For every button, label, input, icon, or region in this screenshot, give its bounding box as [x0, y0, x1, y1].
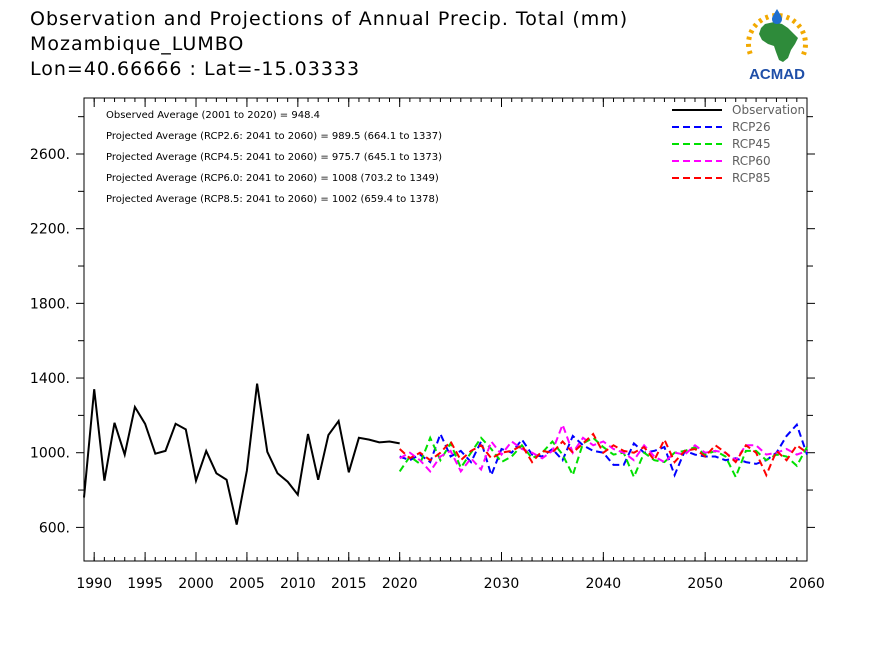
- station-name: Mozambique_LUMBO: [30, 33, 245, 55]
- series-line-rcp26: [399, 422, 808, 479]
- average-annotation: Projected Average (RCP4.5: 2041 to 2060)…: [106, 152, 442, 163]
- sun-ray: [757, 17, 764, 24]
- x-tick-label: 2010: [280, 576, 316, 592]
- sun-ray: [748, 29, 755, 34]
- y-tick-label: 1800.: [30, 296, 70, 312]
- x-tick-label: 1990: [76, 576, 112, 592]
- x-minor-ticks: [83, 98, 808, 561]
- sun-ray: [796, 23, 803, 29]
- legend-label: RCP85: [732, 171, 771, 185]
- sun-ray: [764, 14, 770, 21]
- x-tick-label: 2005: [229, 576, 265, 592]
- x-tick-label: 2020: [382, 576, 418, 592]
- sun-ray: [746, 50, 753, 55]
- legend-label: RCP26: [732, 120, 771, 134]
- station-coordinates: Lon=40.66666 : Lat=-15.03333: [30, 58, 361, 80]
- series-line-rcp85: [399, 432, 808, 478]
- logo-text: ACMAD: [749, 66, 805, 83]
- sun-ray: [785, 14, 791, 21]
- legend-label: Observation: [732, 103, 805, 117]
- y-tick-label: 2200.: [30, 222, 70, 238]
- water-drop-icon: [772, 9, 782, 24]
- y-tick-label: 2600.: [30, 147, 70, 163]
- y-axis: 600. 1000. 1400. 1800. 2200. 2600.: [30, 116, 815, 536]
- average-annotation: Projected Average (RCP8.5: 2041 to 2060)…: [106, 194, 439, 205]
- plot-frame: [83, 97, 808, 562]
- sun-ray: [802, 37, 808, 41]
- x-tick-label: 2015: [331, 576, 367, 592]
- africa-map-icon: [759, 22, 798, 62]
- legend: Observation RCP26 RCP45 RCP60 RCP85: [672, 103, 805, 185]
- sun-ray: [746, 36, 752, 41]
- series-line-rcp45: [398, 435, 808, 480]
- legend-label: RCP60: [732, 154, 771, 168]
- y-tick-label: 1400.: [30, 371, 70, 387]
- y-tick-label: 1000.: [30, 446, 70, 462]
- series-layer: [83, 383, 808, 525]
- y-tick-label: 600.: [39, 520, 70, 536]
- sun-ray: [791, 18, 797, 25]
- sun-ray: [801, 50, 807, 56]
- x-tick-label: 2030: [484, 576, 520, 592]
- acmad-logo-graphic: ACMAD: [745, 9, 809, 83]
- average-annotation: Projected Average (RCP6.0: 2041 to 2060)…: [106, 173, 439, 184]
- x-tick-label: 2000: [178, 576, 214, 592]
- sun-ray: [800, 29, 806, 35]
- average-annotation: Observed Average (2001 to 2020) = 948.4: [106, 110, 320, 121]
- series-line-observation: [83, 383, 400, 525]
- x-tick-label: 1995: [127, 576, 163, 592]
- x-tick-label: 2060: [789, 576, 825, 592]
- average-annotation: Projected Average (RCP2.6: 2041 to 2060)…: [106, 131, 442, 142]
- annotations: Observed Average (2001 to 2020) = 948.4 P…: [106, 110, 442, 205]
- x-axis: 1990 1995 2000 2005 2010 2015 2020 2030 2040 2050…: [76, 98, 825, 592]
- sun-ray: [752, 22, 759, 29]
- acmad-logo: ACMAD: [738, 8, 816, 84]
- x-tick-label: 2040: [586, 576, 622, 592]
- x-tick-label: 2050: [687, 576, 723, 592]
- series-line-rcp60: [399, 421, 808, 474]
- legend-label: RCP45: [732, 137, 771, 151]
- chart-title: Observation and Projections of Annual Pr…: [30, 8, 629, 30]
